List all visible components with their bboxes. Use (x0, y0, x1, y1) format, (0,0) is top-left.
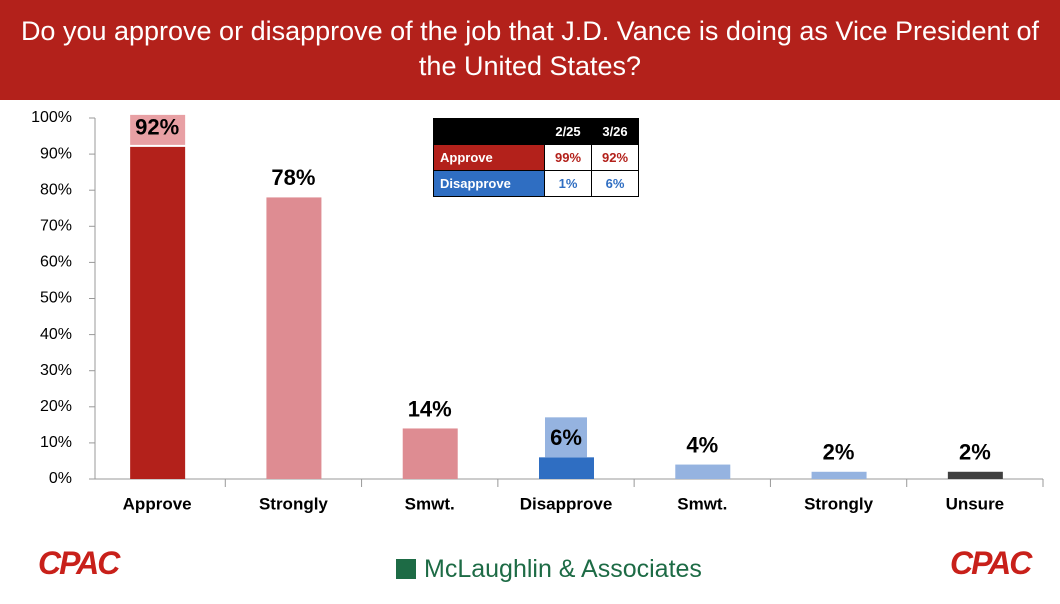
table-row: Disapprove 1% 6% (433, 170, 639, 197)
value-label: 2% (959, 440, 991, 465)
x-tick-label: Strongly (259, 494, 328, 513)
value-label: 14% (408, 396, 452, 421)
label-box (130, 114, 186, 145)
pollster: McLaughlin & Associates (396, 555, 702, 584)
y-tick-label: 0% (49, 470, 72, 487)
x-tick-label: Smwt. (677, 494, 727, 513)
y-tick-label: 60% (40, 254, 72, 271)
pollster-icon (396, 559, 416, 579)
label-box (545, 417, 587, 458)
x-tick-label: Strongly (804, 494, 873, 513)
row-label: Approve (433, 144, 545, 171)
bar (402, 428, 458, 479)
y-tick-label: 100% (31, 109, 72, 126)
y-tick-label: 10% (40, 434, 72, 451)
y-tick-label: 30% (40, 362, 72, 379)
x-tick-label: Unsure (946, 494, 1005, 513)
value-label: 78% (271, 165, 315, 190)
cell: 92% (591, 144, 639, 171)
bar (130, 146, 186, 479)
value-label: 92% (135, 115, 179, 140)
x-tick-label: Smwt. (405, 494, 455, 513)
logo: CPAC (38, 545, 120, 581)
table-row: Approve 99% 92% (433, 144, 639, 171)
row-label: Disapprove (433, 170, 545, 197)
bar (811, 471, 867, 479)
value-label: 4% (686, 432, 718, 457)
x-tick-label: Disapprove (520, 494, 613, 513)
y-tick-label: 40% (40, 326, 72, 343)
cell: 1% (544, 170, 592, 197)
bar (539, 457, 594, 479)
cell: 6% (591, 170, 639, 197)
logo: CPAC (950, 545, 1032, 581)
y-tick-label: 70% (40, 218, 72, 235)
bar (947, 471, 1003, 479)
column-header: 2/25 (544, 118, 592, 145)
bar (266, 197, 322, 480)
table-header: 2/25 3/26 (433, 118, 639, 145)
pollster-name: McLaughlin & Associates (424, 555, 702, 583)
chart-title: Do you approve or disapprove of the job … (0, 0, 1060, 100)
corner (433, 118, 545, 145)
column-header: 3/26 (591, 118, 639, 145)
y-tick-label: 50% (40, 290, 72, 307)
y-tick-label: 20% (40, 398, 72, 415)
cell: 99% (544, 144, 592, 171)
bar (675, 464, 731, 479)
y-tick-label: 90% (40, 145, 72, 162)
value-label: 6% (550, 425, 582, 450)
comparison-table: 2/25 3/26 Approve 99% 92% Disapprove 1% 6% (433, 118, 639, 197)
y-tick-label: 80% (40, 181, 72, 198)
value-label: 2% (823, 440, 855, 465)
x-tick-label: Approve (123, 494, 192, 513)
